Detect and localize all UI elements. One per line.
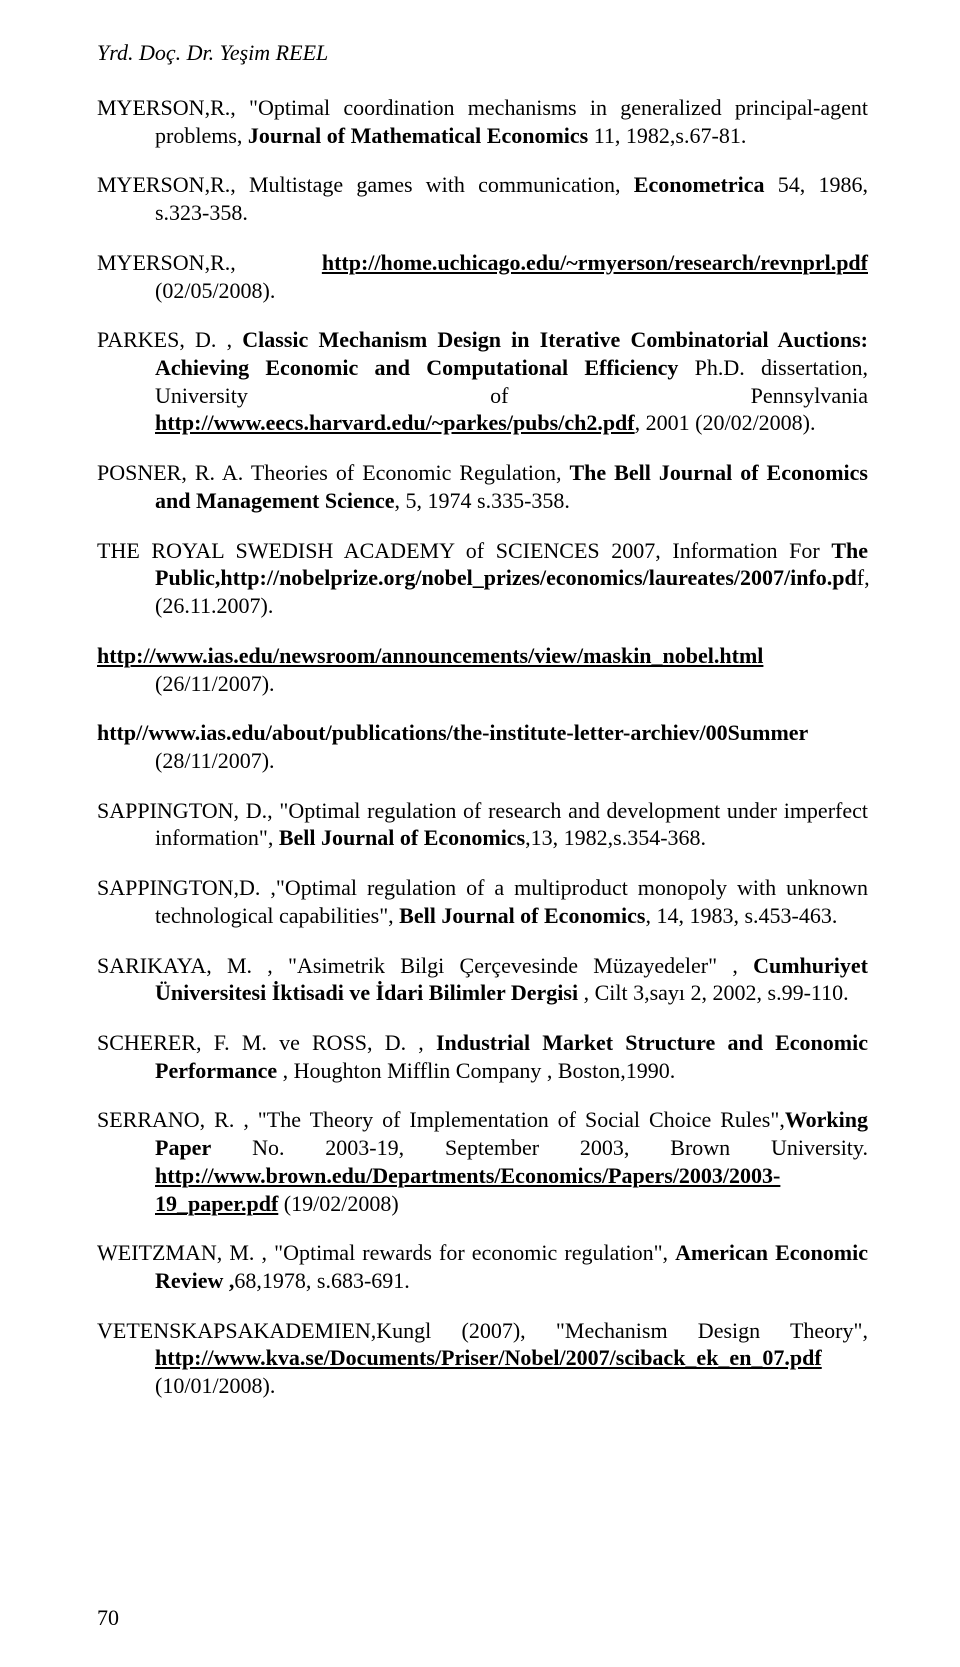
ref-text: (28/11/2007). xyxy=(155,748,275,773)
reference-item: MYERSON,R., "Optimal coordination mechan… xyxy=(97,94,868,149)
ref-text: , 2001 (20/02/2008). xyxy=(635,410,816,435)
reference-item: http//www.ias.edu/about/publications/the… xyxy=(97,719,868,774)
ref-bold: http//www.ias.edu/about/publications/the… xyxy=(97,720,808,745)
ref-text: 68,1978, s.683-691. xyxy=(234,1268,409,1293)
reference-item: SARIKAYA, M. , "Asimetrik Bilgi Çerçeves… xyxy=(97,952,868,1007)
ref-text: SCHERER, F. M. ve ROSS, D. , xyxy=(97,1030,436,1055)
ref-bold: Econometrica xyxy=(634,172,765,197)
ref-text: MYERSON,R., Multistage games with commun… xyxy=(97,172,634,197)
ref-bold: Bell Journal of Economics xyxy=(399,903,645,928)
reference-item: VETENSKAPSAKADEMIEN,Kungl (2007), "Mecha… xyxy=(97,1317,868,1400)
ref-text: (10/01/2008). xyxy=(155,1373,275,1398)
ref-text: VETENSKAPSAKADEMIEN,Kungl (2007), "Mecha… xyxy=(97,1318,868,1343)
ref-text: (26/11/2007). xyxy=(155,671,275,696)
ref-text: SARIKAYA, M. , "Asimetrik Bilgi Çerçeves… xyxy=(97,953,753,978)
ref-link[interactable]: http://www.eecs.harvard.edu/~parkes/pubs… xyxy=(155,410,635,435)
ref-text: THE ROYAL SWEDISH ACADEMY of SCIENCES 20… xyxy=(97,538,831,563)
ref-text: , 14, 1983, s.453-463. xyxy=(645,903,837,928)
reference-item: http://www.ias.edu/newsroom/announcement… xyxy=(97,642,868,697)
ref-text: ,13, 1982,s.354-368. xyxy=(525,825,706,850)
ref-link[interactable]: http://www.kva.se/Documents/Priser/Nobel… xyxy=(155,1345,822,1370)
ref-link[interactable]: http://www.brown.edu/Departments/Economi… xyxy=(155,1163,780,1216)
reference-item: THE ROYAL SWEDISH ACADEMY of SCIENCES 20… xyxy=(97,537,868,620)
ref-text: , Houghton Mifflin Company , Boston,1990… xyxy=(277,1058,675,1083)
ref-text: POSNER, R. A. Theories of Economic Regul… xyxy=(97,460,569,485)
reference-item: POSNER, R. A. Theories of Economic Regul… xyxy=(97,459,868,514)
reference-item: SAPPINGTON,D. ,"Optimal regulation of a … xyxy=(97,874,868,929)
ref-text: (19/02/2008) xyxy=(278,1191,398,1216)
reference-item: PARKES, D. , Classic Mechanism Design in… xyxy=(97,326,868,437)
ref-text: (02/05/2008). xyxy=(155,278,275,303)
ref-text: MYERSON,R., xyxy=(97,250,322,275)
ref-text: SERRANO, R. , "The Theory of Implementat… xyxy=(97,1107,785,1132)
reference-item: SERRANO, R. , "The Theory of Implementat… xyxy=(97,1106,868,1217)
reference-item: SAPPINGTON, D., "Optimal regulation of r… xyxy=(97,797,868,852)
reference-item: WEITZMAN, M. , "Optimal rewards for econ… xyxy=(97,1239,868,1294)
ref-text: , Cilt 3,sayı 2, 2002, s.99-110. xyxy=(578,980,849,1005)
ref-text: 11, 1982,s.67-81. xyxy=(594,123,747,148)
ref-bold: Bell Journal of Economics xyxy=(279,825,525,850)
page-number: 70 xyxy=(97,1605,119,1631)
page-header: Yrd. Doç. Dr. Yeşim REEL xyxy=(97,40,868,66)
ref-link[interactable]: http://home.uchicago.edu/~rmyerson/resea… xyxy=(322,250,868,275)
reference-item: SCHERER, F. M. ve ROSS, D. , Industrial … xyxy=(97,1029,868,1084)
ref-link[interactable]: http://www.ias.edu/newsroom/announcement… xyxy=(97,643,763,668)
reference-item: MYERSON,R., Multistage games with commun… xyxy=(97,171,868,226)
ref-text: WEITZMAN, M. , "Optimal rewards for econ… xyxy=(97,1240,675,1265)
ref-text: , 5, 1974 s.335-358. xyxy=(395,488,570,513)
reference-item: MYERSON,R., http://home.uchicago.edu/~rm… xyxy=(97,249,868,304)
ref-text: No. 2003-19, September 2003, Brown Unive… xyxy=(211,1135,868,1160)
ref-text: PARKES, D. , xyxy=(97,327,242,352)
ref-bold: Journal of Mathematical Economics xyxy=(248,123,594,148)
